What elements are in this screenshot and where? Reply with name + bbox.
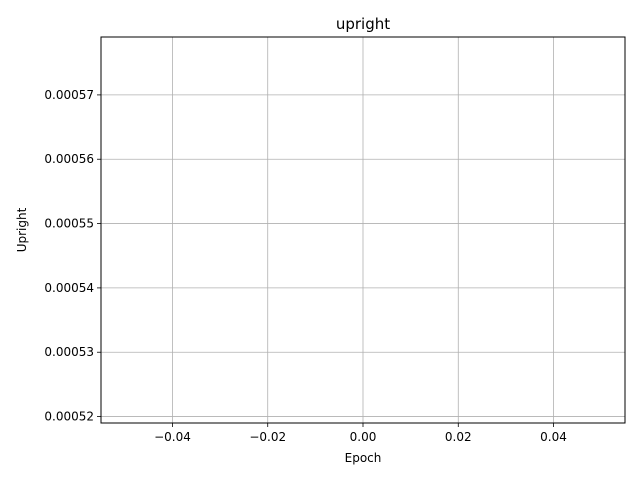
y-tick-label: 0.00055 bbox=[44, 217, 94, 231]
grid-lines bbox=[101, 37, 625, 423]
y-tick-label: 0.00052 bbox=[44, 410, 94, 424]
y-tick-label: 0.00057 bbox=[44, 88, 94, 102]
x-tick-label: 0.00 bbox=[350, 430, 377, 444]
x-tick-label: 0.02 bbox=[445, 430, 472, 444]
x-axis-label: Epoch bbox=[345, 451, 382, 465]
x-tick-label: 0.04 bbox=[540, 430, 567, 444]
y-axis-label: Upright bbox=[15, 207, 29, 252]
x-axis-ticks: −0.04 −0.02 0.00 0.02 0.04 bbox=[154, 423, 567, 444]
x-tick-label: −0.04 bbox=[154, 430, 191, 444]
y-tick-label: 0.00056 bbox=[44, 152, 94, 166]
plot-area-frame bbox=[100, 36, 626, 424]
y-tick-label: 0.00053 bbox=[44, 345, 94, 359]
chart-title: upright bbox=[336, 15, 390, 33]
x-tick-label: −0.02 bbox=[249, 430, 286, 444]
y-tick-label: 0.00054 bbox=[44, 281, 94, 295]
y-axis-ticks: 0.00052 0.00053 0.00054 0.00055 0.00056 0.000… bbox=[44, 88, 101, 424]
